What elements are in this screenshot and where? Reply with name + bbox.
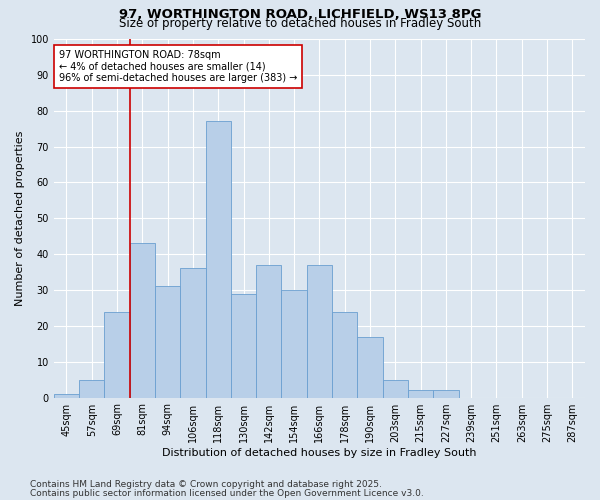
Bar — [206, 122, 231, 398]
Text: Size of property relative to detached houses in Fradley South: Size of property relative to detached ho… — [119, 18, 481, 30]
Y-axis label: Number of detached properties: Number of detached properties — [15, 130, 25, 306]
Bar — [104, 312, 130, 398]
Bar — [256, 265, 281, 398]
Bar — [408, 390, 433, 398]
Bar — [433, 390, 458, 398]
Bar — [54, 394, 79, 398]
Bar — [155, 286, 180, 398]
Text: 97, WORTHINGTON ROAD, LICHFIELD, WS13 8PG: 97, WORTHINGTON ROAD, LICHFIELD, WS13 8P… — [119, 8, 481, 20]
Text: Contains HM Land Registry data © Crown copyright and database right 2025.: Contains HM Land Registry data © Crown c… — [30, 480, 382, 489]
Bar — [231, 294, 256, 398]
Bar — [332, 312, 358, 398]
Bar — [358, 336, 383, 398]
Bar — [79, 380, 104, 398]
Bar — [180, 268, 206, 398]
Bar — [281, 290, 307, 398]
X-axis label: Distribution of detached houses by size in Fradley South: Distribution of detached houses by size … — [162, 448, 476, 458]
Text: Contains public sector information licensed under the Open Government Licence v3: Contains public sector information licen… — [30, 488, 424, 498]
Bar — [130, 244, 155, 398]
Text: 97 WORTHINGTON ROAD: 78sqm
← 4% of detached houses are smaller (14)
96% of semi-: 97 WORTHINGTON ROAD: 78sqm ← 4% of detac… — [59, 50, 298, 83]
Bar — [307, 265, 332, 398]
Bar — [383, 380, 408, 398]
